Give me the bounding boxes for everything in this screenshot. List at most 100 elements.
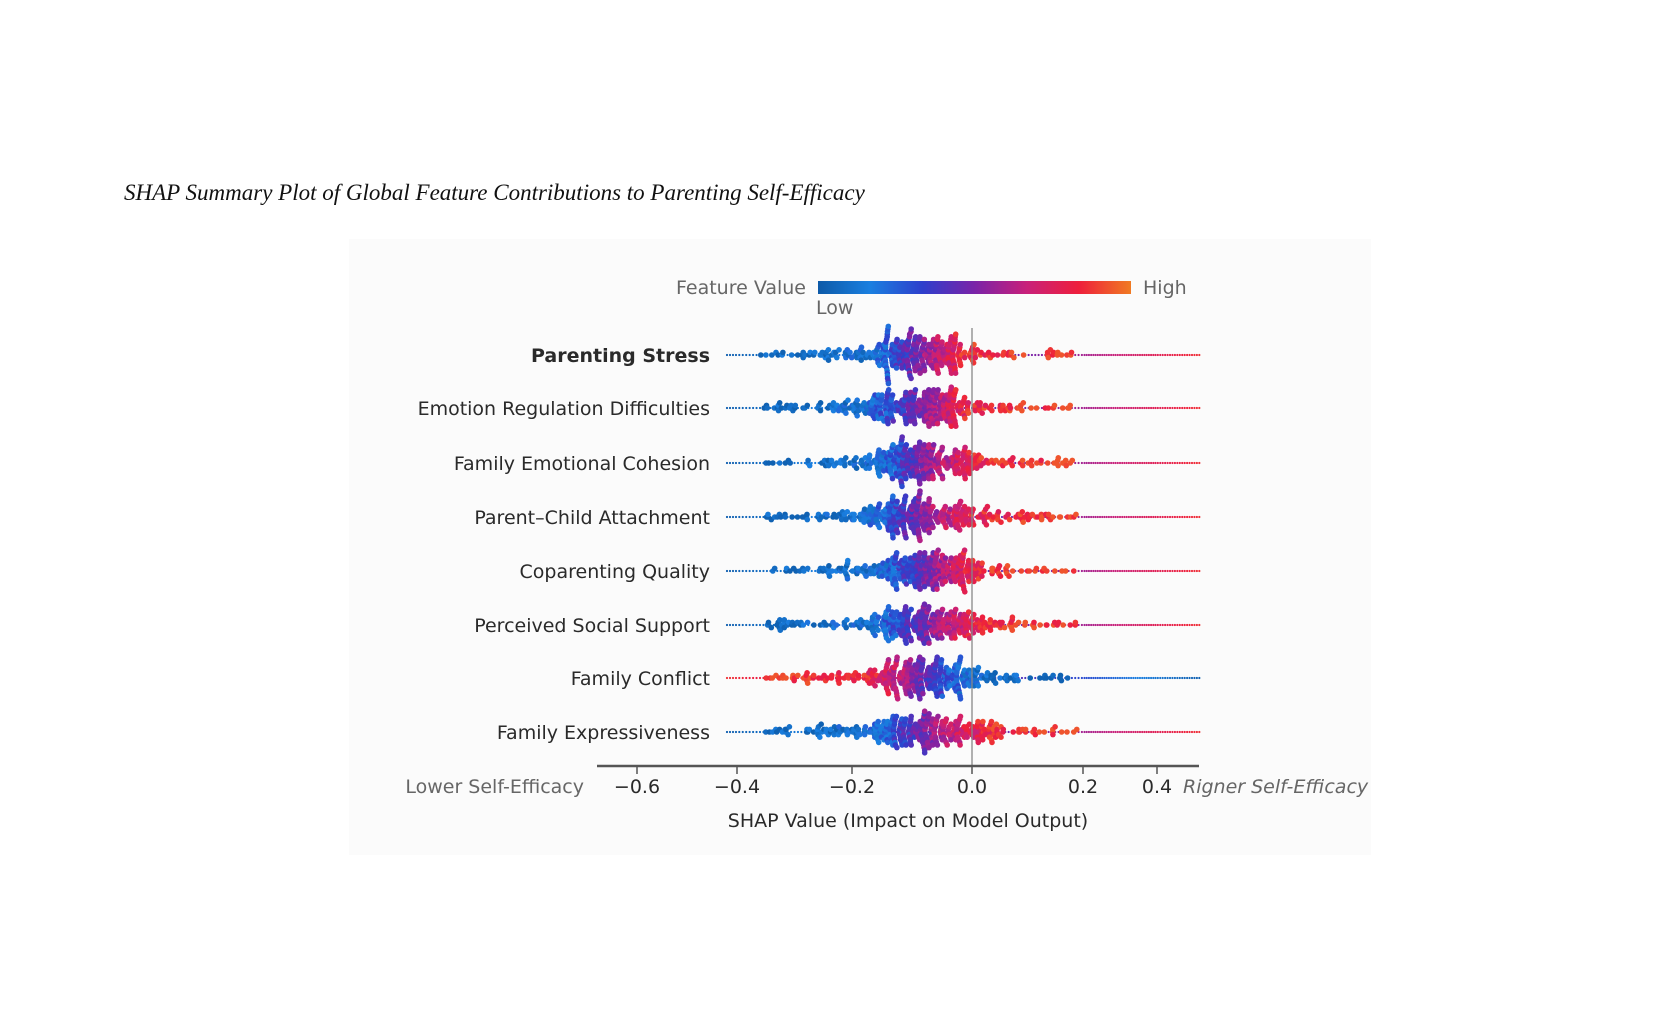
tail-point [1161, 569, 1164, 573]
tail-point [1112, 569, 1115, 573]
tail-point [1105, 569, 1108, 573]
tail-point [1161, 730, 1164, 734]
tail-point [1147, 461, 1150, 465]
tail-point [1181, 569, 1184, 573]
shap-point [851, 677, 857, 684]
shap-point [952, 606, 959, 613]
shap-point [903, 442, 910, 448]
tail-point [1195, 623, 1198, 627]
tail-point [1138, 461, 1142, 465]
shap-point [908, 606, 914, 613]
tail-point [779, 569, 782, 573]
tail-point [1198, 730, 1201, 734]
shap-point [1032, 731, 1039, 738]
shap-point [1044, 622, 1050, 628]
tail-point [1121, 353, 1124, 357]
shap-point [1015, 619, 1022, 626]
shap-point [1033, 405, 1040, 411]
tail-point [1176, 461, 1179, 465]
tail-point [1171, 676, 1174, 680]
tail-point [1136, 406, 1139, 410]
tail-point [734, 730, 738, 734]
tail-point [1080, 623, 1083, 627]
tail-point [734, 676, 738, 680]
tail-point [1114, 406, 1117, 410]
feature-row: Parent–Child Attachment [474, 488, 1201, 544]
tail-point [1083, 569, 1086, 573]
lower-self-efficacy-label: Lower Self-Efficacy [405, 776, 584, 798]
tail-point [1114, 730, 1117, 734]
shap-point [876, 524, 883, 531]
shap-point [782, 514, 789, 520]
tail-point [1159, 623, 1162, 627]
tail-point [1116, 569, 1119, 573]
tail-point [1134, 353, 1137, 357]
tail-point [1096, 730, 1099, 734]
tail-point [1116, 461, 1119, 465]
tail-point [1090, 730, 1093, 734]
shap-point [942, 555, 949, 561]
shap-point [962, 444, 968, 451]
shap-point [921, 550, 928, 556]
tail-point [1143, 623, 1146, 627]
tail-point [1087, 515, 1091, 519]
tail-point [1132, 623, 1135, 627]
shap-point [993, 721, 1000, 727]
tail-point [810, 406, 813, 410]
tail-point [776, 569, 779, 573]
shap-point [908, 742, 914, 748]
tail-point [1127, 569, 1130, 573]
tail-point [1164, 353, 1167, 357]
shap-point [921, 501, 927, 507]
tail-point [1171, 730, 1174, 734]
tail-point [1154, 461, 1157, 465]
shap-point [1067, 622, 1074, 628]
tail-point [1098, 569, 1102, 573]
shap-point [939, 444, 946, 451]
shap-point [1037, 675, 1043, 681]
tail-point [1083, 461, 1086, 465]
tail-point [1145, 461, 1148, 465]
shap-point [770, 460, 776, 466]
shap-point [997, 573, 1004, 579]
tail-point [1118, 461, 1122, 465]
shap-point [834, 354, 840, 361]
tail-point [1101, 461, 1104, 465]
tail-point [1074, 353, 1077, 357]
shap-point [833, 622, 840, 628]
shap-point [885, 380, 892, 387]
tail-point [728, 730, 732, 734]
tail-point [1154, 406, 1157, 410]
tail-point [1186, 515, 1189, 519]
tail-point [1087, 406, 1091, 410]
shap-point [1022, 619, 1029, 626]
shap-point [948, 737, 954, 743]
shap-point [926, 711, 932, 717]
tail-point [1080, 353, 1083, 357]
shap-point [1006, 573, 1012, 579]
tail-point [1152, 406, 1155, 410]
shap-point [879, 573, 885, 579]
tail-point [758, 461, 762, 465]
shap-point [979, 410, 985, 417]
shap-point [1057, 514, 1064, 520]
shap-point [855, 726, 862, 733]
shap-point [876, 447, 882, 453]
tail-point [1094, 569, 1097, 573]
shap-point [920, 657, 926, 663]
shap-point [977, 400, 983, 406]
shap-point [917, 696, 923, 702]
tail-point [1178, 676, 1181, 680]
shap-point [934, 654, 940, 660]
tail-point [1138, 406, 1142, 410]
tail-point [1149, 461, 1153, 465]
shap-point [845, 557, 851, 564]
shap-point [844, 617, 850, 623]
tail-point [1040, 406, 1044, 410]
tail-point [1147, 623, 1150, 627]
tail-point [725, 406, 729, 410]
tail-point [755, 730, 758, 734]
tail-point [762, 569, 765, 573]
shap-point [957, 742, 963, 748]
tail-point [1188, 406, 1191, 410]
